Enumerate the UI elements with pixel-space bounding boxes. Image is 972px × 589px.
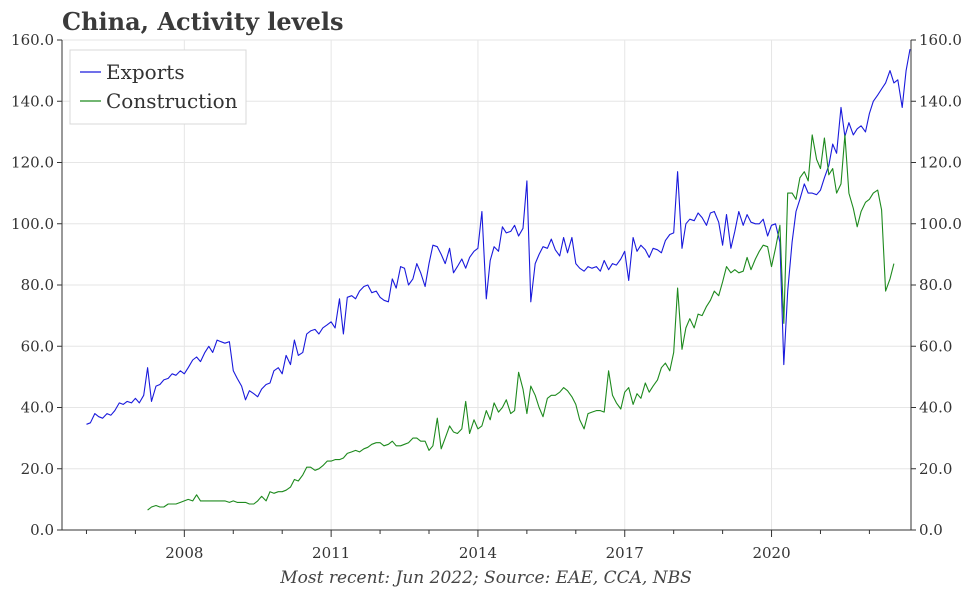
y-tick-label-left: 100.0 <box>11 215 54 233</box>
y-tick-label-left: 60.0 <box>21 337 54 355</box>
y-axis-left: 0.0 20.0 40.0 60.0 80.0 100.0 120.0 140.0 160.0 <box>11 31 62 539</box>
legend: Exports Construction <box>69 49 247 125</box>
y-tick-label-right: 40.0 <box>919 399 952 417</box>
x-tick-label: 2017 <box>606 544 644 562</box>
y-tick-label-left: 0.0 <box>30 521 54 539</box>
legend-label-exports: Exports <box>106 60 185 84</box>
source-note: Most recent: Jun 2022; Source: EAE, CCA,… <box>279 568 691 588</box>
x-tick-label: 2020 <box>752 544 790 562</box>
x-axis: 2008 2011 2014 2017 2020 <box>85 530 870 562</box>
legend-box <box>69 49 247 125</box>
y-tick-label-right: 60.0 <box>919 337 952 355</box>
y-axis-right: 0.0 20.0 40.0 60.0 80.0 100.0 120.0 140.0 160.0 <box>911 31 962 539</box>
x-tick-label: 2011 <box>312 544 350 562</box>
y-tick-label-right: 120.0 <box>919 154 962 172</box>
series-line-construction <box>147 134 895 511</box>
y-tick-label-right: 80.0 <box>919 276 952 294</box>
y-tick-label-right: 0.0 <box>919 521 943 539</box>
y-tick-label-right: 20.0 <box>919 460 952 478</box>
y-tick-label-right: 140.0 <box>919 92 962 110</box>
x-tick-label: 2008 <box>165 544 203 562</box>
y-tick-label-left: 140.0 <box>11 92 54 110</box>
y-tick-label-left: 120.0 <box>11 154 54 172</box>
series-lines <box>86 49 911 511</box>
legend-label-construction: Construction <box>106 89 238 113</box>
gridlines <box>62 39 911 531</box>
y-tick-label-left: 80.0 <box>21 276 54 294</box>
series-line-exports <box>86 49 911 425</box>
chart-title: China, Activity levels <box>62 7 344 36</box>
y-tick-label-left: 160.0 <box>11 31 54 49</box>
y-tick-label-left: 20.0 <box>21 460 54 478</box>
y-tick-label-right: 160.0 <box>919 31 962 49</box>
y-tick-label-right: 100.0 <box>919 215 962 233</box>
y-tick-label-left: 40.0 <box>21 399 54 417</box>
x-tick-label: 2014 <box>459 544 497 562</box>
